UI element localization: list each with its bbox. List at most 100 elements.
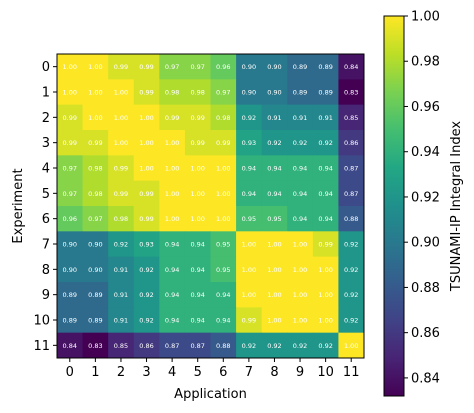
y-tick-label: 4 — [42, 162, 50, 177]
cell-value-label: 0.97 — [88, 215, 102, 223]
cell-value-label: 0.91 — [114, 317, 128, 325]
heatmap-cell — [287, 231, 314, 258]
cell-value-label: 0.94 — [242, 165, 256, 173]
heatmap-cell — [338, 79, 365, 106]
cell-value-label: 0.95 — [216, 266, 230, 274]
heatmap-cell — [236, 130, 263, 156]
cell-value-label: 0.90 — [88, 266, 102, 274]
heatmap-cell — [261, 130, 288, 156]
cell-value-label: 0.92 — [344, 266, 358, 274]
cell-value-label: 0.98 — [165, 89, 179, 97]
cell-value-label: 0.92 — [242, 342, 256, 350]
cell-value-label: 0.92 — [344, 291, 358, 299]
cell-value-label: 1.00 — [165, 139, 179, 147]
heatmap-cell — [184, 79, 211, 106]
heatmap-cell — [133, 231, 160, 258]
heatmap-cell — [236, 282, 263, 308]
cell-value-label: 0.94 — [267, 165, 281, 173]
cell-value-label: 0.83 — [88, 342, 102, 350]
heatmap-cell — [287, 155, 314, 182]
heatmap-cell — [338, 180, 365, 207]
cell-value-label: 0.87 — [165, 342, 179, 350]
cell-value-label: 0.94 — [318, 215, 332, 223]
y-axis-label: Experiment — [11, 168, 26, 243]
cell-value-label: 1.00 — [190, 190, 204, 198]
heatmap-cell — [82, 104, 109, 131]
cell-value-label: 0.93 — [242, 139, 256, 147]
heatmap-cell — [108, 256, 135, 283]
heatmap-cell — [82, 79, 109, 106]
cell-value-label: 0.92 — [139, 291, 153, 299]
y-tick-label: 3 — [42, 136, 50, 151]
heatmap-cell — [236, 54, 263, 80]
heatmap-cell — [184, 130, 211, 156]
heatmap-cell — [287, 332, 314, 359]
cell-value-label: 0.99 — [242, 317, 256, 325]
heatmap-cell — [184, 54, 211, 80]
heatmap-cell — [236, 332, 263, 359]
heatmap-cell — [159, 54, 186, 80]
cell-value-label: 0.85 — [114, 342, 128, 350]
heatmap-cell — [236, 180, 263, 207]
cell-value-label: 0.83 — [344, 89, 358, 97]
heatmap-cell — [184, 282, 211, 308]
cell-value-label: 0.86 — [344, 139, 358, 147]
cell-value-label: 0.89 — [293, 89, 307, 97]
y-tick-label: 5 — [42, 187, 50, 202]
heatmap-cell — [236, 231, 263, 258]
x-tick-label: 8 — [270, 365, 278, 380]
cell-value-label: 1.00 — [139, 139, 153, 147]
cell-value-label: 0.94 — [293, 215, 307, 223]
heatmap-cell — [338, 130, 365, 156]
heatmap-cell — [338, 282, 365, 308]
cell-value-label: 0.87 — [344, 190, 358, 198]
colorbar-tick-label: 0.92 — [411, 190, 440, 205]
cell-value-label: 0.99 — [88, 139, 102, 147]
heatmap-cell — [82, 180, 109, 207]
cell-value-label: 0.94 — [165, 241, 179, 249]
cell-value-label: 0.89 — [318, 63, 332, 71]
cell-value-label: 0.98 — [216, 114, 230, 122]
x-tick-label: 11 — [343, 365, 360, 380]
cell-value-label: 1.00 — [242, 241, 256, 249]
colorbar — [383, 15, 405, 397]
heatmap-cell — [133, 104, 160, 131]
heatmap-cell — [133, 307, 160, 334]
heatmap-cell — [287, 256, 314, 283]
y-tick-label: 6 — [42, 212, 50, 227]
heatmap-cell — [159, 130, 186, 156]
heatmap-cell — [287, 206, 314, 232]
heatmap-cell — [312, 155, 339, 182]
heatmap-cell — [82, 130, 109, 156]
cell-value-label: 1.00 — [165, 190, 179, 198]
heatmap-cell — [312, 130, 339, 156]
cell-value-label: 0.98 — [88, 190, 102, 198]
cell-value-label: 1.00 — [344, 342, 358, 350]
cell-value-label: 0.98 — [88, 165, 102, 173]
heatmap-cell — [236, 307, 263, 334]
cell-value-label: 1.00 — [63, 63, 77, 71]
heatmap-cell — [184, 104, 211, 131]
cell-value-label: 1.00 — [293, 241, 307, 249]
colorbar-tick-label: 1.00 — [411, 10, 440, 25]
cell-value-label: 0.91 — [318, 114, 332, 122]
heatmap-cell — [338, 231, 365, 258]
cell-value-label: 0.91 — [114, 266, 128, 274]
heatmap-cell — [184, 256, 211, 283]
cell-value-label: 0.94 — [190, 241, 204, 249]
heatmap-cell — [133, 79, 160, 106]
heatmap-cell — [287, 54, 314, 80]
colorbar-tick-label: 0.94 — [411, 145, 440, 160]
heatmap-cell — [159, 256, 186, 283]
heatmap-cell — [261, 104, 288, 131]
cell-value-label: 0.99 — [190, 114, 204, 122]
cell-value-label: 0.87 — [190, 342, 204, 350]
heatmap-cell — [57, 155, 84, 182]
heatmap-cell — [108, 282, 135, 308]
heatmap-cell — [236, 206, 263, 232]
heatmap-cell — [312, 104, 339, 131]
heatmap-cell — [159, 282, 186, 308]
cell-value-label: 0.86 — [139, 342, 153, 350]
colorbar-tick-label: 0.90 — [411, 236, 440, 251]
cell-value-label: 1.00 — [267, 241, 281, 249]
